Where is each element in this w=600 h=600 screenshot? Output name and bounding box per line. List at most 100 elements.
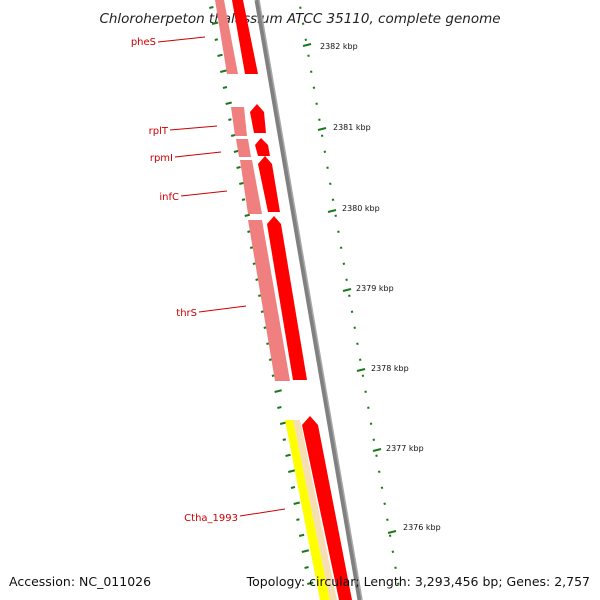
- gc-tick: [388, 534, 392, 537]
- gc-tick: [391, 550, 395, 553]
- scale-ticks: 2382 kbp 2381 kbp 2380 kbp 2379 kbp 2378…: [302, 42, 441, 534]
- gc-tick: [307, 54, 310, 57]
- feature-infc-light: [240, 160, 262, 214]
- gc-tick: [211, 21, 219, 25]
- gc-tick: [369, 422, 373, 425]
- gc-tick: [304, 566, 309, 569]
- gc-tick: [282, 438, 287, 441]
- feature-phes: [232, 0, 258, 74]
- map-title: Chloroherpeton thalassium ATCC 35110, co…: [99, 11, 500, 27]
- feature-ctha-tan: [293, 420, 337, 600]
- gc-tick: [228, 118, 232, 121]
- gc-tick: [307, 581, 314, 585]
- gc-tick: [279, 421, 287, 425]
- scale-tick-mark: [317, 127, 327, 131]
- gc-tick: [214, 38, 219, 41]
- scale-tick-mark: [356, 368, 366, 372]
- gc-tick: [394, 566, 397, 569]
- feature-rplt: [250, 104, 266, 133]
- genome-backbone: [254, 0, 363, 600]
- gc-tick: [353, 326, 357, 329]
- gene-label-phes: pheS: [131, 37, 156, 48]
- scale-tick-mark: [302, 43, 312, 47]
- gc-tick: [312, 86, 316, 89]
- gene-labels: pheS rplT rpmI infC thrS Ctha_1993: [131, 37, 238, 524]
- feature-ctha-yellow: [285, 420, 330, 600]
- gc-tick: [339, 246, 343, 249]
- gene-label-thrs: thrS: [176, 308, 197, 319]
- gc-tick: [356, 342, 359, 345]
- gc-tick: [299, 6, 302, 9]
- gc-tick: [309, 70, 313, 73]
- gene-label-ctha-1993: Ctha_1993: [184, 513, 238, 524]
- scale-tick-label-2378: 2378 kbp: [371, 364, 409, 373]
- gc-tick: [326, 166, 329, 169]
- gc-tick: [225, 101, 232, 105]
- scale-tick-mark: [372, 448, 382, 452]
- gc-tick: [375, 454, 378, 457]
- gc-tick: [301, 22, 305, 25]
- gc-tick: [293, 501, 300, 505]
- gc-tick: [298, 533, 305, 537]
- gc-tick: [209, 6, 214, 9]
- feature-rpmi: [255, 138, 270, 156]
- gc-tick: [277, 406, 282, 409]
- gc-tick: [383, 502, 386, 505]
- gc-tick: [296, 518, 300, 521]
- feature-rplt-light: [231, 107, 247, 136]
- gc-tick: [304, 38, 308, 41]
- gc-tick: [367, 406, 370, 409]
- gc-tick: [329, 182, 332, 185]
- gc-tick: [222, 86, 228, 89]
- gc-tick: [361, 374, 365, 377]
- gene-label-rpmi: rpmI: [150, 153, 173, 164]
- gc-tick: [337, 230, 340, 233]
- gc-tick: [290, 486, 296, 489]
- scale-tick-label-2377: 2377 kbp: [386, 444, 424, 453]
- gc-tick: [350, 310, 354, 313]
- gc-tick: [301, 549, 310, 553]
- gc-tick: [320, 134, 324, 137]
- feature-thrs-light: [248, 220, 290, 381]
- gc-tick: [323, 150, 327, 153]
- gc-tick: [219, 69, 228, 73]
- scale-tick-mark: [387, 530, 397, 534]
- gene-label-infc: infC: [159, 192, 179, 203]
- gc-tick: [358, 358, 362, 361]
- gc-tick: [334, 214, 337, 217]
- scale-tick-label-2382: 2382 kbp: [320, 42, 358, 51]
- gene-label-rplt: rplT: [149, 126, 169, 137]
- gc-tick: [315, 102, 318, 105]
- scale-tick-label-2379: 2379 kbp: [356, 284, 394, 293]
- gc-tick: [236, 166, 241, 169]
- feature-phes-light: [215, 0, 238, 74]
- gc-tick: [364, 390, 367, 393]
- topology-summary: Topology: circular; Length: 3,293,456 bp…: [246, 574, 590, 589]
- forward-strand-features: [232, 0, 352, 600]
- gc-tick: [386, 518, 389, 521]
- gc-tick: [397, 582, 400, 585]
- gc-tick: [372, 438, 376, 441]
- reverse-strand-features: [215, 0, 337, 600]
- gc-tick: [274, 389, 282, 393]
- feature-ctha-1993: [302, 416, 352, 600]
- gc-tick: [331, 198, 335, 201]
- gc-tick: [380, 486, 384, 489]
- gc-tick: [377, 470, 381, 473]
- feature-infc: [258, 156, 280, 212]
- scale-tick-label-2376: 2376 kbp: [403, 523, 441, 532]
- gc-content-track: [299, 6, 400, 585]
- gc-tick: [342, 262, 346, 265]
- gc-tick: [217, 53, 223, 57]
- scale-tick-mark: [342, 288, 352, 292]
- gc-tick: [241, 198, 246, 201]
- gc-tick: [318, 118, 321, 121]
- scale-tick-label-2381: 2381 kbp: [333, 123, 371, 132]
- gc-tick: [348, 294, 351, 297]
- gc-tick: [287, 469, 296, 473]
- feature-thrs: [267, 216, 307, 380]
- accession-label: Accession: NC_011026: [9, 574, 151, 589]
- scale-tick-mark: [327, 209, 337, 213]
- gene-label-connectors: [157, 36, 286, 517]
